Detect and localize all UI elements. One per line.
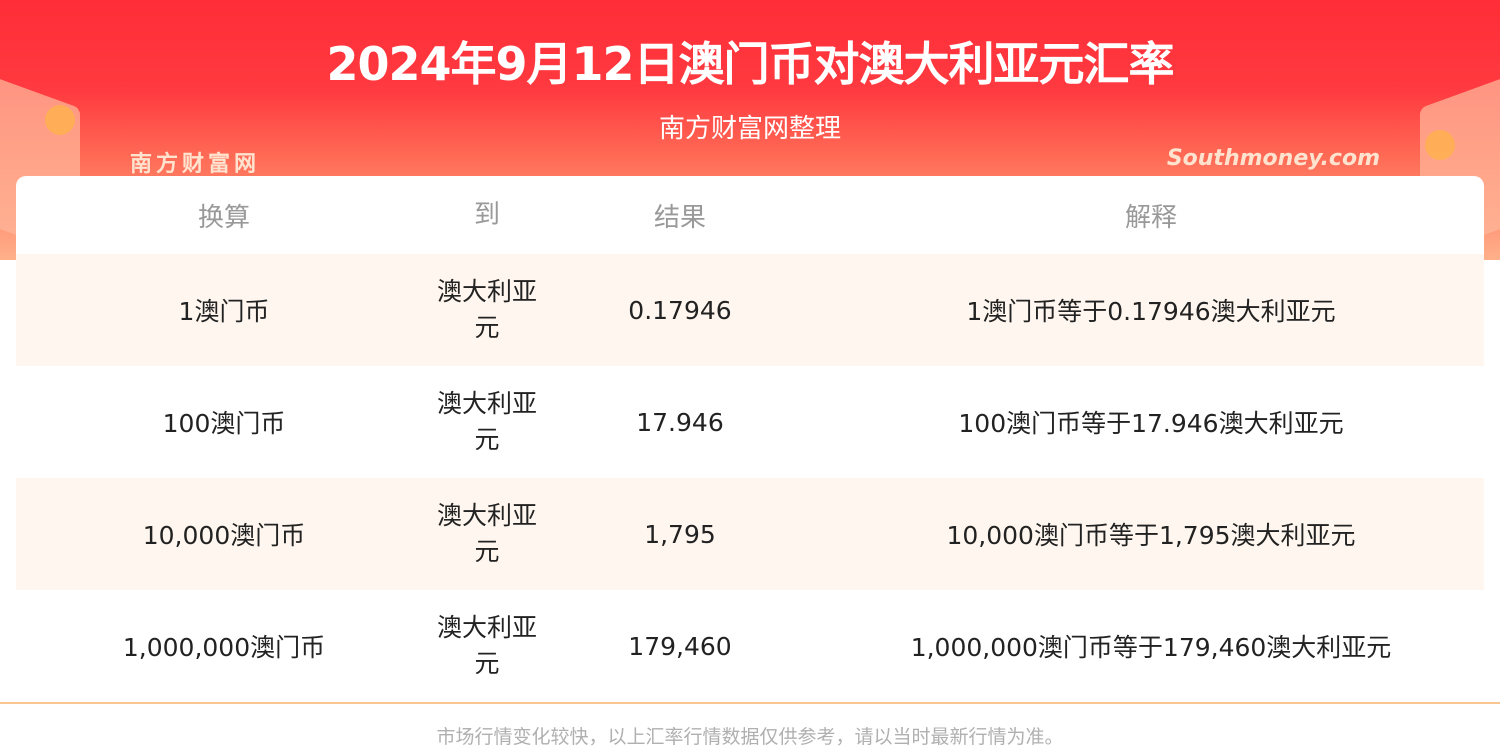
cell-from: 1澳门币 (178, 297, 270, 326)
column-header-to: 到 (473, 200, 500, 230)
cell-result: 179,460 (628, 631, 732, 661)
table-header: 换算 到 结果 解释 (16, 176, 1484, 254)
column-header-convert: 换算 (197, 202, 250, 233)
page-subtitle: 南方财富网整理 (658, 114, 841, 144)
cell-to: 澳大利亚元 (436, 389, 537, 454)
footer-disclaimer: 市场行情变化较快，以上汇率行情数据仅供参考，请以当时最新行情为准。 (436, 726, 1064, 748)
watermark-cn: 南方财富网 (130, 152, 261, 177)
cell-from: 1,000,000澳门币 (122, 633, 326, 662)
cell-from: 10,000澳门币 (142, 521, 306, 550)
cell-result: 1,795 (644, 519, 716, 549)
table-row: 10,000澳门币 澳大利亚元 1,795 10,000澳门币等于1,795澳大… (16, 478, 1484, 590)
table-row: 1澳门币 澳大利亚元 0.17946 1澳门币等于0.17946澳大利亚元 (16, 254, 1484, 366)
cell-from: 100澳门币 (162, 409, 286, 438)
rate-table: 换算 到 结果 解释 1澳门币 澳大利亚元 0.17946 1澳门币等于0.17… (16, 176, 1484, 702)
cell-explain: 10,000澳门币等于1,795澳大利亚元 (946, 521, 1356, 550)
page-title: 2024年9月12日澳门币对澳大利亚元汇率 (326, 37, 1174, 91)
column-header-result: 结果 (653, 202, 706, 233)
table-row: 1,000,000澳门币 澳大利亚元 179,460 1,000,000澳门币等… (16, 590, 1484, 702)
watermark-en: Southmoney.com (1166, 146, 1380, 171)
cell-explain: 100澳门币等于17.946澳大利亚元 (958, 409, 1344, 438)
decorative-coin-right (1425, 130, 1455, 160)
table-row: 100澳门币 澳大利亚元 17.946 100澳门币等于17.946澳大利亚元 (16, 366, 1484, 478)
cell-explain: 1澳门币等于0.17946澳大利亚元 (966, 297, 1336, 326)
cell-to: 澳大利亚元 (436, 277, 537, 342)
decorative-coin-left (45, 105, 75, 135)
cell-result: 0.17946 (628, 295, 732, 325)
cell-result: 17.946 (636, 407, 724, 437)
column-header-explain: 解释 (1124, 202, 1177, 233)
cell-to: 澳大利亚元 (436, 501, 537, 566)
cell-explain: 1,000,000澳门币等于179,460澳大利亚元 (910, 633, 1392, 662)
footer-divider (0, 702, 1500, 704)
cell-to: 澳大利亚元 (436, 613, 537, 678)
